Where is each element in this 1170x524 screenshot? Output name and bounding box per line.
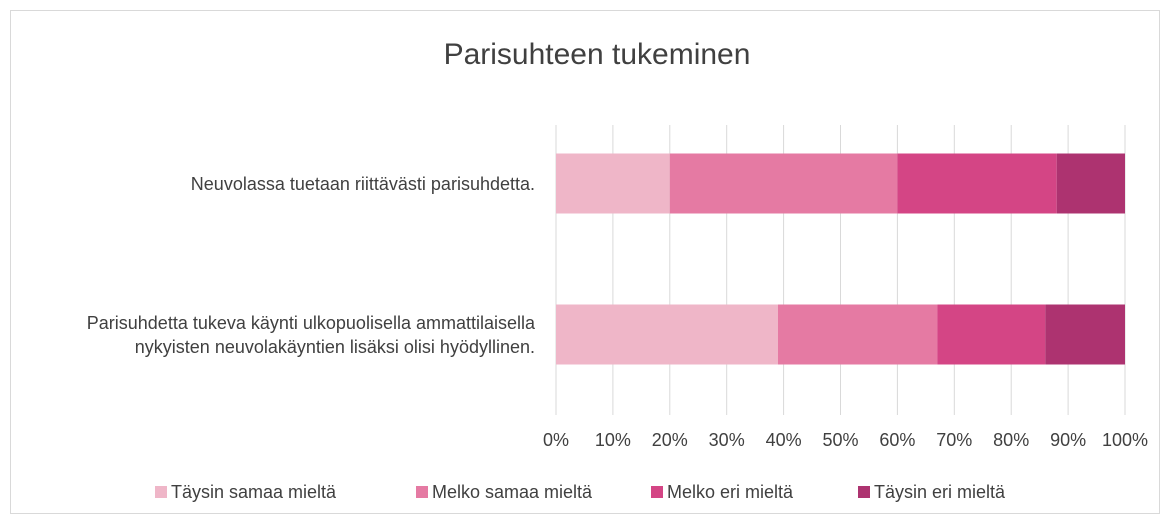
bar-segment [777, 304, 938, 365]
legend-swatch [155, 486, 167, 498]
x-tick-label: 20% [652, 430, 688, 450]
category-label: Parisuhdetta tukeva käynti ulkopuolisell… [86, 312, 535, 357]
x-tick-label: 0% [543, 430, 569, 450]
category-label: Neuvolassa tuetaan riittävästi parisuhde… [190, 173, 535, 194]
bar-segment [556, 304, 778, 365]
x-tick-label: 90% [1050, 430, 1086, 450]
chart-border [10, 10, 1160, 514]
bar-segment [669, 153, 898, 214]
x-tick-label: 80% [993, 430, 1029, 450]
legend-label: Melko eri mieltä [667, 482, 794, 502]
bar-segment [937, 304, 1046, 365]
x-tick-label: 50% [822, 430, 858, 450]
legend-label: Melko samaa mieltä [432, 482, 593, 502]
chart-title: Parisuhteen tukeminen [444, 38, 751, 71]
legend-swatch [858, 486, 870, 498]
x-tick-label: 100% [1102, 430, 1148, 450]
legend-swatch [416, 486, 428, 498]
x-tick-label: 70% [936, 430, 972, 450]
legend-label: Täysin samaa mieltä [171, 482, 337, 502]
bar-segment [897, 153, 1057, 214]
x-tick-label: 10% [595, 430, 631, 450]
x-tick-label: 40% [766, 430, 802, 450]
x-tick-label: 30% [709, 430, 745, 450]
bar-segment [556, 153, 670, 214]
legend-swatch [651, 486, 663, 498]
legend-label: Täysin eri mieltä [874, 482, 1006, 502]
bar-segment [1056, 153, 1125, 214]
bar-segment [1045, 304, 1125, 365]
x-tick-label: 60% [879, 430, 915, 450]
